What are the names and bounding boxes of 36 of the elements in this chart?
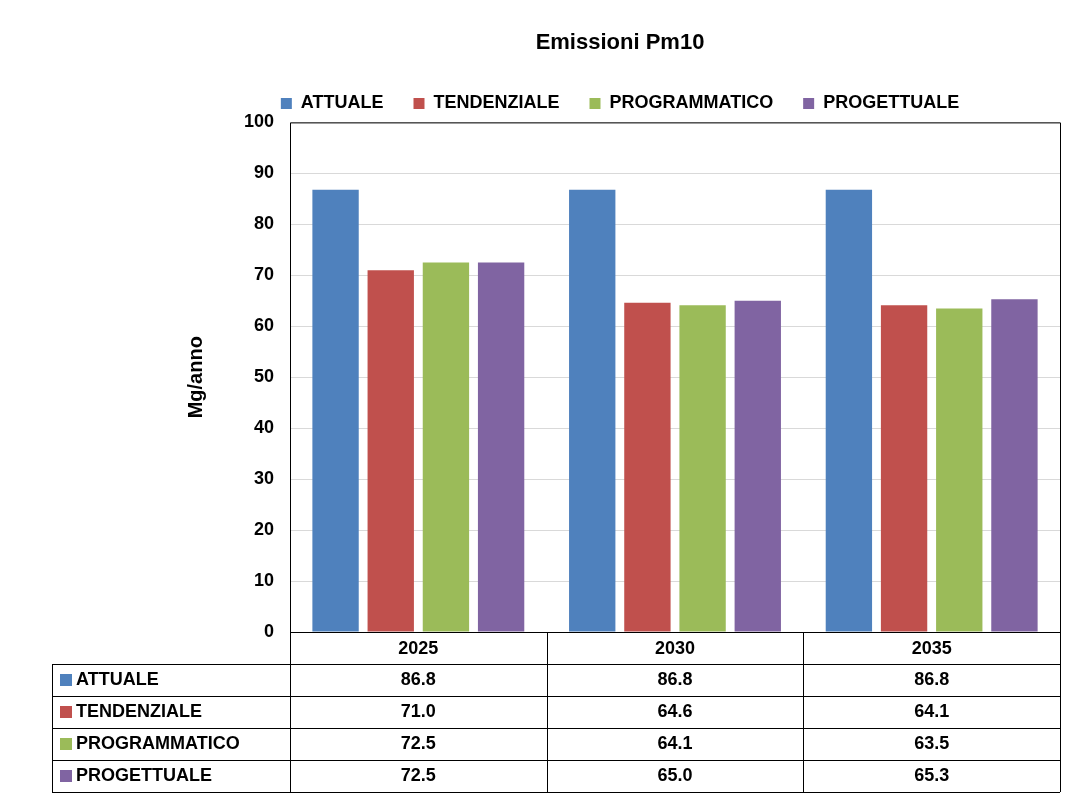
y-tick-label: 10 bbox=[253, 570, 274, 591]
legend-label: ATTUALE bbox=[300, 92, 384, 113]
legend-label: PROGRAMMATICO bbox=[609, 92, 774, 113]
y-tick-label: 20 bbox=[253, 519, 274, 540]
x-tick-label: 2035 bbox=[911, 637, 952, 658]
y-tick-label: 80 bbox=[253, 213, 274, 234]
y-tick-label: 90 bbox=[253, 162, 274, 183]
legend-label: TENDENZIALE bbox=[433, 92, 560, 113]
y-tick-label: 100 bbox=[243, 111, 274, 132]
text: TENDENZIALE bbox=[76, 700, 202, 721]
y-tick-label: 40 bbox=[253, 417, 274, 438]
data-label: 86.8 bbox=[400, 668, 436, 689]
x-tick-label: 2025 bbox=[398, 637, 439, 658]
x-tick-label: 2030 bbox=[654, 637, 696, 658]
data-label: 64.1 bbox=[914, 700, 950, 721]
data-label: 86.8 bbox=[657, 668, 693, 689]
data-label: 64.1 bbox=[657, 732, 693, 753]
legend-label: PROGETTUALE bbox=[823, 92, 960, 113]
y-axis-title: Mg/anno bbox=[183, 336, 206, 419]
y-tick-label: 0 bbox=[263, 620, 274, 641]
y-tick-label: 50 bbox=[253, 366, 274, 387]
data-label: 72.5 bbox=[400, 764, 436, 785]
text: PROGETTUALE bbox=[76, 764, 213, 785]
data-label: 71.0 bbox=[400, 700, 436, 721]
text: ATTUALE bbox=[76, 668, 159, 689]
data-label: 65.3 bbox=[914, 764, 950, 785]
y-tick-label: 30 bbox=[253, 468, 274, 489]
data-label: 65.0 bbox=[657, 764, 693, 785]
data-label: 64.6 bbox=[657, 700, 693, 721]
text: PROGRAMMATICO bbox=[76, 732, 240, 753]
data-label: 72.5 bbox=[400, 732, 436, 753]
y-tick-label: 60 bbox=[253, 315, 274, 336]
data-label: 86.8 bbox=[914, 668, 950, 689]
y-tick-label: 70 bbox=[253, 264, 274, 285]
data-label: 63.5 bbox=[914, 732, 950, 753]
chart-title: Emissioni Pm10 bbox=[535, 29, 705, 55]
